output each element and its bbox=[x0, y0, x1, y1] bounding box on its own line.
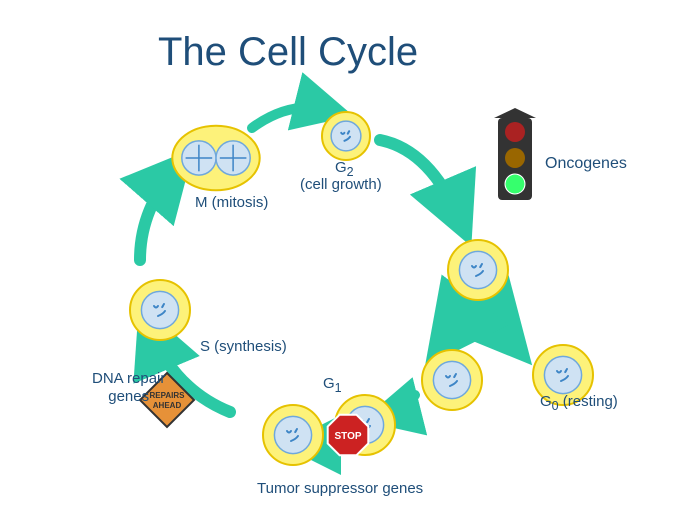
label-dna: DNA repairgenes bbox=[92, 370, 165, 406]
label-m: M (mitosis) bbox=[195, 194, 268, 212]
cell-g1c bbox=[263, 405, 323, 465]
label-g1: G1 bbox=[323, 375, 342, 396]
label-g0: G0 (resting) bbox=[540, 393, 618, 414]
cell-g1a bbox=[422, 350, 482, 410]
arrow-m-to-g2 bbox=[252, 107, 330, 128]
arrow-g2-to-g0 bbox=[380, 140, 460, 220]
label-oncogenes: Oncogenes bbox=[545, 154, 627, 173]
cell-mitosis bbox=[172, 126, 259, 191]
stop-sign-icon: STOP bbox=[328, 415, 369, 456]
label-g2-bottom: (cell growth) bbox=[300, 176, 382, 194]
diagram-canvas: STOPREPAIRSAHEAD bbox=[0, 0, 688, 532]
traffic-light-icon bbox=[494, 108, 536, 200]
cell-g2 bbox=[322, 112, 370, 160]
cell-s-cell bbox=[130, 280, 190, 340]
label-s: S (synthesis) bbox=[200, 338, 287, 356]
cell-pre-g0 bbox=[448, 240, 508, 300]
label-tumor: Tumor suppressor genes bbox=[257, 480, 423, 498]
arrow-s-to-m bbox=[140, 170, 175, 260]
svg-text:STOP: STOP bbox=[334, 431, 361, 442]
